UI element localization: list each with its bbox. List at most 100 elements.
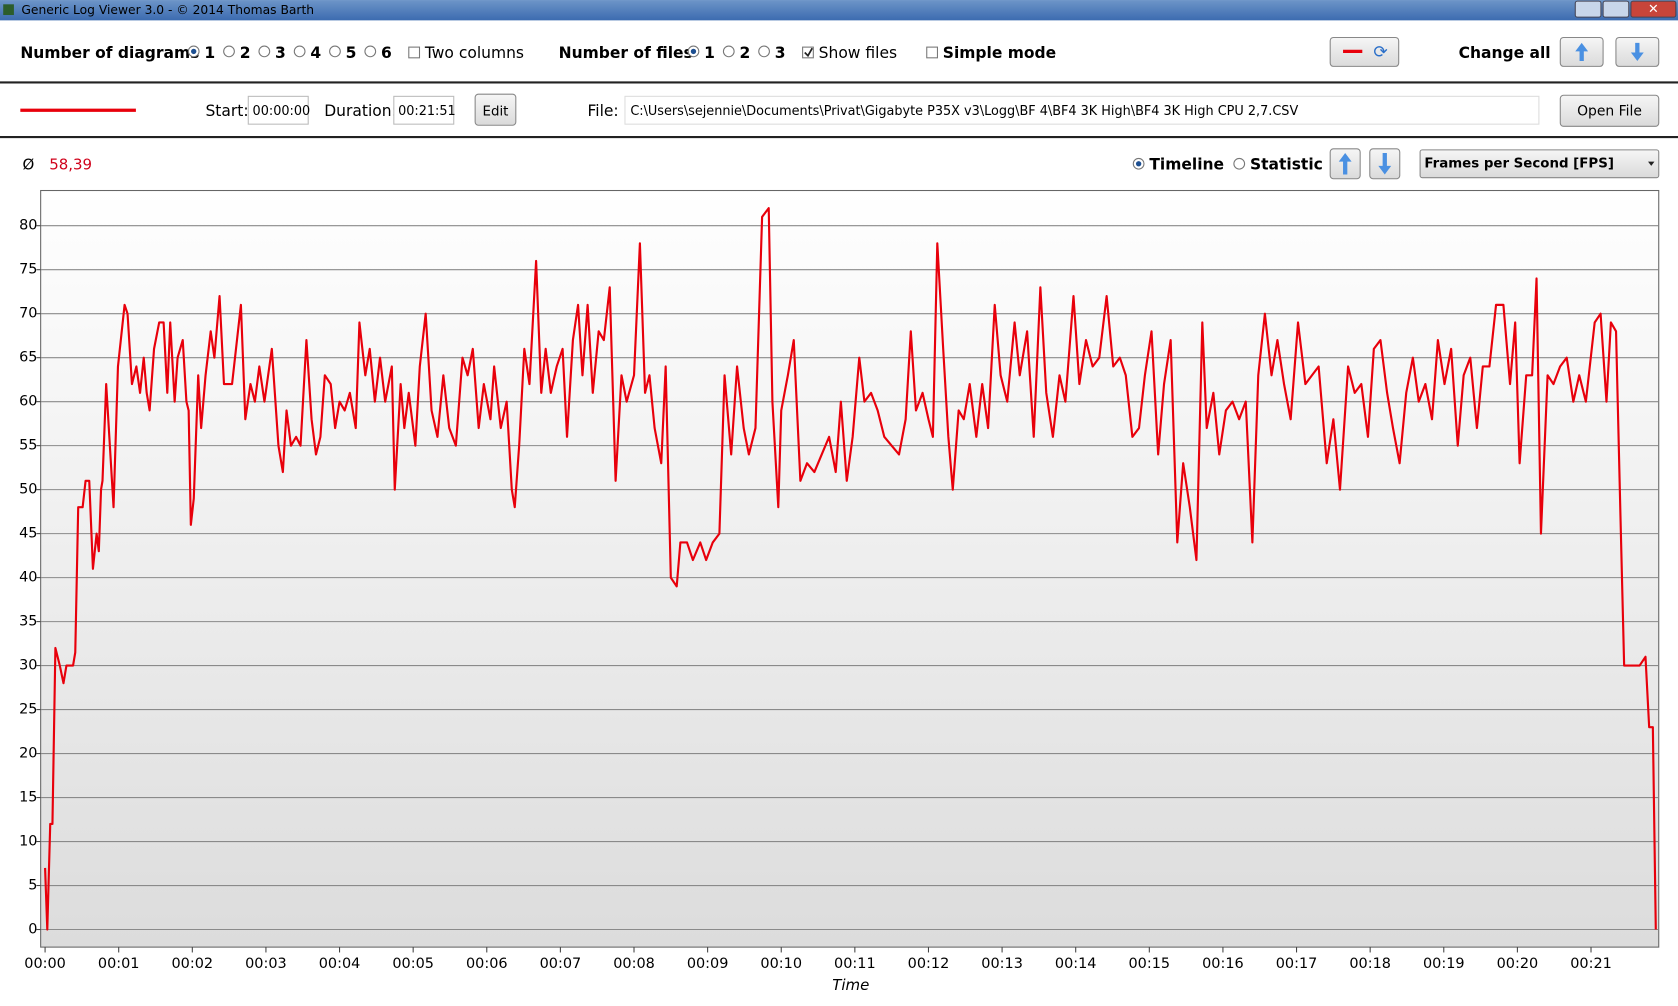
data-line — [44, 207, 1657, 931]
open-file-label: Open File — [1577, 103, 1642, 119]
y-tick-label: 55 — [19, 438, 37, 454]
window-title: Generic Log Viewer 3.0 - © 2014 Thomas B… — [21, 3, 314, 17]
x-tick-label: 00:20 — [1497, 956, 1539, 972]
maximize-button[interactable] — [1602, 0, 1630, 18]
open-file-button[interactable] — [1559, 94, 1660, 127]
checkbox[interactable] — [408, 46, 421, 59]
statistic-label: Statistic — [1250, 155, 1323, 173]
radio-label: 2 — [739, 44, 750, 62]
metric-label: Frames per Second [FPS] — [1424, 157, 1614, 172]
plot-area — [40, 189, 1660, 948]
x-tick-label: 00:11 — [834, 956, 876, 972]
metric-dropdown[interactable] — [1419, 149, 1660, 179]
radio-label: 2 — [240, 44, 251, 62]
duration-value: 00:21:51 — [398, 104, 456, 119]
y-tick-label: 35 — [19, 614, 37, 630]
x-tick-label: 00:01 — [98, 956, 140, 972]
radio[interactable] — [258, 45, 271, 58]
x-tick-label: 00:13 — [981, 956, 1023, 972]
timeline-label: Timeline — [1149, 155, 1224, 173]
file-path-input[interactable] — [624, 95, 1540, 125]
x-tick-label: 00:04 — [319, 956, 361, 972]
y-tick-label: 40 — [19, 570, 37, 586]
file-label: File: — [588, 102, 619, 120]
radio[interactable] — [1233, 157, 1246, 170]
check-mark — [804, 47, 813, 58]
y-tick-label: 20 — [19, 746, 37, 762]
show-files-label: Show files — [819, 44, 897, 62]
x-tick-label: 00:12 — [908, 956, 950, 972]
files-label: Number of files — [559, 44, 693, 62]
start-input[interactable] — [247, 95, 309, 125]
radio-dot — [690, 48, 697, 55]
average-symbol: Ø — [22, 155, 34, 173]
radio[interactable] — [223, 45, 235, 58]
y-tick-label: 5 — [28, 878, 37, 894]
file-path: C:\Users\sejennie\Documents\Privat\Gigab… — [630, 104, 1298, 119]
diagrams-label: Number of diagrams — [20, 44, 199, 62]
style-button[interactable] — [1329, 36, 1400, 67]
x-tick-label: 00:21 — [1570, 956, 1612, 972]
up-arrow — [1338, 153, 1352, 175]
radio[interactable] — [364, 45, 377, 58]
close-button[interactable] — [1630, 0, 1677, 18]
down-arrow — [1378, 153, 1392, 175]
radio-dot — [191, 48, 197, 55]
radio-label: 4 — [310, 44, 321, 62]
x-tick-label: 00:15 — [1129, 956, 1171, 972]
radio[interactable] — [293, 45, 306, 58]
radio-label: 1 — [204, 44, 215, 62]
x-tick-label: 00:08 — [613, 956, 655, 972]
x-tick-label: 00:00 — [24, 956, 66, 972]
radio[interactable] — [722, 45, 735, 58]
checkbox[interactable] — [926, 46, 938, 59]
x-tick-label: 00:19 — [1423, 956, 1465, 972]
down-arrow — [1630, 42, 1644, 62]
start-label: Start: — [205, 102, 248, 120]
title-bar — [0, 0, 1678, 21]
x-tick-label: 00:06 — [466, 956, 508, 972]
y-tick-label: 70 — [19, 306, 37, 322]
radio-label: 5 — [346, 44, 357, 62]
y-tick-label: 75 — [19, 262, 37, 278]
y-tick-label: 30 — [19, 658, 37, 674]
x-tick-label: 00:03 — [245, 956, 287, 972]
edit-label: Edit — [483, 104, 509, 119]
edit-button[interactable] — [474, 93, 517, 126]
x-tick-label: 00:17 — [1276, 956, 1318, 972]
x-tick-label: 00:16 — [1202, 956, 1244, 972]
minimize-button[interactable] — [1574, 0, 1602, 18]
start-value: 00:00:00 — [253, 104, 311, 119]
radio-label: 6 — [381, 44, 392, 62]
x-axis-label: Time — [832, 976, 869, 994]
y-tick-label: 10 — [19, 834, 37, 850]
duration-input[interactable] — [393, 95, 455, 125]
radio[interactable] — [329, 45, 341, 58]
y-tick-label: 15 — [19, 790, 37, 806]
radio-label: 1 — [704, 44, 715, 62]
x-tick-label: 00:02 — [172, 956, 214, 972]
y-tick-label: 60 — [19, 394, 37, 410]
y-tick-label: 25 — [19, 702, 37, 718]
up-arrow — [1575, 42, 1589, 62]
close-icon: ✕ — [1648, 2, 1659, 17]
radio-label: 3 — [775, 44, 786, 62]
y-tick-label: 0 — [28, 922, 37, 938]
two-columns-label: Two columns — [424, 44, 524, 62]
radio-dot — [1135, 161, 1142, 167]
radio[interactable] — [758, 45, 770, 58]
average-value: 58,39 — [49, 155, 92, 173]
app-icon — [3, 4, 14, 16]
y-tick-label: 45 — [19, 526, 37, 542]
duration-label: Duration: — [324, 102, 397, 120]
x-tick-label: 00:09 — [687, 956, 729, 972]
y-tick-label: 50 — [19, 482, 37, 498]
x-tick-label: 00:18 — [1349, 956, 1391, 972]
checkbox-checked[interactable] — [802, 46, 814, 59]
y-tick-label: 80 — [19, 218, 37, 234]
x-tick-label: 00:10 — [760, 956, 802, 972]
x-tick-label: 00:05 — [392, 956, 434, 972]
x-tick-label: 00:14 — [1055, 956, 1097, 972]
radio-label: 3 — [275, 44, 286, 62]
